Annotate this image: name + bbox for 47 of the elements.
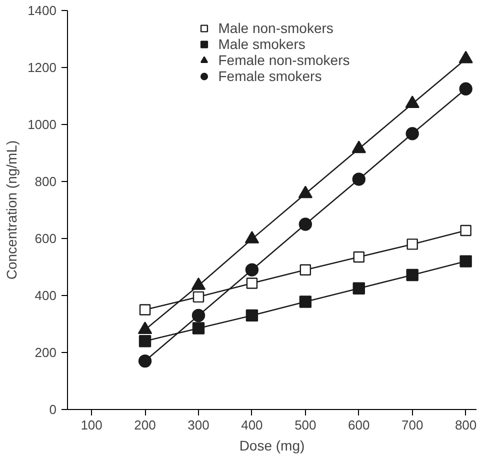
point [298, 186, 313, 198]
x-tick-label: 600 [348, 418, 370, 432]
point [245, 263, 259, 276]
point [192, 308, 206, 322]
y-axis-title: Concentration (ng/mL) [4, 140, 20, 280]
legend-label: Male smokers [218, 36, 306, 52]
point [299, 296, 312, 308]
point [300, 264, 312, 276]
y-tick-label: 1200 [28, 60, 56, 75]
legend-label: Female non-smokers [218, 52, 350, 68]
legend-label: Female smokers [218, 68, 322, 84]
point [460, 224, 472, 236]
point [406, 238, 418, 250]
point [192, 291, 204, 303]
x-tick-label: 700 [402, 418, 424, 432]
y-tick-label: 200 [34, 345, 57, 360]
point [406, 127, 419, 140]
x-tick-label: 800 [454, 418, 477, 432]
point [352, 172, 366, 186]
legend-label: Male non-smokers [218, 20, 334, 36]
point [192, 322, 205, 334]
x-tick-label: 500 [294, 418, 316, 432]
point [353, 251, 364, 263]
point [406, 268, 418, 282]
point [298, 218, 312, 231]
point [460, 255, 472, 268]
y-tick-label: 600 [34, 231, 57, 246]
x-tick-label: 100 [80, 418, 102, 432]
point [405, 96, 420, 108]
y-tick-label: 1000 [28, 117, 56, 132]
point [458, 50, 473, 64]
point [352, 282, 365, 294]
x-tick-label: 200 [134, 418, 156, 432]
y-tick-label: 1400 [28, 3, 56, 18]
y-tick-label: 0 [49, 402, 57, 417]
x-tick-label: 300 [188, 418, 210, 432]
point [352, 140, 366, 154]
point [246, 278, 258, 289]
point [246, 309, 258, 322]
y-tick-label: 800 [34, 174, 57, 189]
point [138, 335, 152, 348]
point [139, 304, 151, 316]
x-axis-title: Dose (mg) [239, 438, 305, 454]
x-tick-label: 400 [241, 418, 263, 432]
y-tick-label: 400 [34, 288, 57, 303]
point [459, 82, 472, 96]
point [138, 354, 152, 368]
